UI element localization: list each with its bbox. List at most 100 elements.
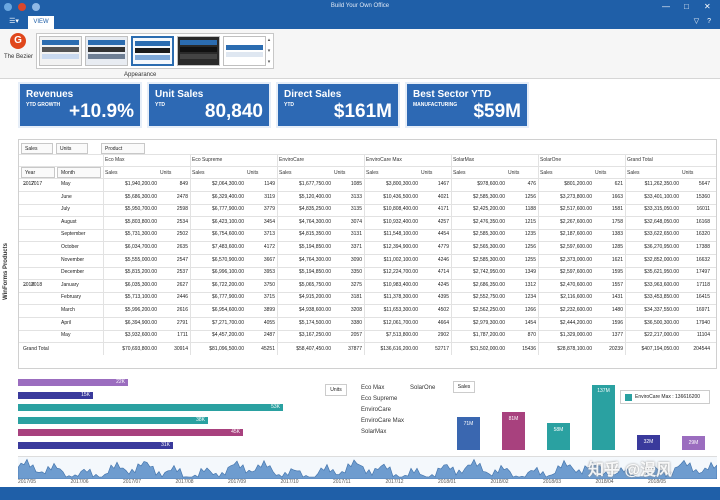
row-divider (19, 266, 716, 268)
year-label[interactable]: 2018 (23, 281, 35, 288)
collapse-icon[interactable]: ⌄ (23, 181, 28, 187)
product-header[interactable]: Grand Total (627, 157, 653, 163)
sales-cell: $5,120,400.00 (299, 193, 331, 200)
data-field-sales[interactable]: Sales (21, 143, 53, 154)
theme-option[interactable] (85, 36, 128, 66)
kpi-tile-direct-sales[interactable]: Direct Sales YTD $161M (276, 82, 400, 128)
bezier-logo-icon[interactable]: G (10, 33, 26, 49)
list-item[interactable]: EnviroCare (361, 407, 392, 413)
product-header[interactable]: Eco Supreme (192, 157, 223, 163)
quick-access-icon[interactable] (32, 3, 40, 11)
kpi-title: Unit Sales (155, 89, 204, 100)
theme-gallery[interactable]: ▴ ▾ ▾ (36, 33, 274, 69)
title-bar: Build Your Own Office — □ ✕ (0, 0, 720, 15)
product-header[interactable]: SolarOne (540, 157, 562, 163)
theme-option[interactable] (177, 36, 220, 66)
units-bar[interactable]: 53K (18, 404, 283, 412)
theme-option[interactable] (223, 36, 266, 66)
product-header[interactable]: EnviroCare Max (366, 157, 402, 163)
menu-icon[interactable]: ☰▾ (9, 18, 19, 25)
row-field-year[interactable]: Year (21, 167, 55, 178)
product-header[interactable]: EnviroCare (279, 157, 305, 163)
close-button[interactable]: ✕ (704, 2, 711, 11)
list-item[interactable]: EnviroCare Max (361, 418, 405, 424)
list-item[interactable]: Eco Max (361, 385, 385, 391)
theme-option-selected[interactable] (131, 36, 174, 66)
app-icon[interactable] (4, 3, 12, 11)
units-bar[interactable]: 38K (18, 416, 208, 424)
sales-cell: $2,116,600.00 (560, 294, 592, 301)
product-header[interactable]: SolarMax (453, 157, 475, 163)
month-label: August (61, 218, 77, 225)
units-bar[interactable]: 31K (18, 442, 173, 449)
sales-cell: $801,200.00 (564, 181, 592, 187)
sales-cell: $33,453,850.00 (644, 294, 679, 301)
sales-cell: $4,835,250.00 (299, 206, 331, 213)
theme-option[interactable] (39, 36, 82, 66)
sales-cell: $33,315,050.00 (644, 206, 679, 213)
units-cell: 2547 (176, 256, 188, 263)
units-bar-chart[interactable]: 22K 15K 53K 38K 45K 31K (18, 377, 323, 449)
range-area-chart[interactable] (17, 456, 718, 480)
list-item[interactable]: SolarOne (410, 385, 436, 391)
legend-swatch (625, 394, 632, 401)
kpi-tile-revenues[interactable]: Revenues YTD GROWTH +10.9% (18, 82, 142, 128)
sales-bar-chart[interactable]: 71M 81M 58M 137M 32M 29M (453, 382, 713, 450)
help-icons[interactable]: ▽ ? (693, 18, 714, 25)
grand-total-sales: $407,194,050.00 (641, 345, 679, 352)
sales-bar[interactable]: 58M (547, 422, 570, 450)
product-header[interactable]: Eco Max (105, 157, 125, 163)
row-field-month[interactable]: Month (57, 167, 101, 178)
kpi-tile-unit-sales[interactable]: Unit Sales YTD 80,840 (147, 82, 271, 128)
sales-subheader: Sales (627, 170, 640, 176)
units-cell: 2487 (263, 332, 275, 339)
units-bar[interactable]: 45K (18, 429, 243, 437)
units-cell: 1467 (437, 181, 449, 187)
data-field-units[interactable]: Units (56, 143, 88, 154)
sales-bar[interactable]: 71M (457, 416, 480, 450)
row-divider (19, 279, 716, 281)
year-label[interactable]: 2017 (31, 181, 43, 187)
axis-tick-label: 2018/04 (595, 479, 614, 485)
collapse-icon[interactable]: ⌄ (23, 281, 28, 288)
sales-bar[interactable]: 29M (682, 436, 705, 450)
kpi-tile-best-sector[interactable]: Best Sector YTD MANUFACTURING $59M (405, 82, 529, 128)
tab-view[interactable]: VIEW (28, 16, 54, 29)
column-field-product[interactable]: Product (101, 143, 145, 154)
maximize-button[interactable]: □ (684, 2, 689, 11)
units-bar[interactable]: 15K (18, 391, 93, 399)
sales-bar[interactable]: 32M (637, 434, 660, 450)
units-cell: 16632 (696, 256, 710, 263)
kpi-subtitle: YTD (155, 102, 165, 108)
sales-cell: $2,585,300.00 (473, 231, 505, 238)
sales-cell: $6,035,300.00 (125, 281, 157, 288)
sales-cell: $36,270,950.00 (644, 244, 679, 250)
pivot-grid[interactable]: Sales Units Product Year Month Eco Max Sales Un… (18, 139, 717, 369)
kpi-value: $161M (333, 101, 392, 122)
month-label: June (61, 193, 72, 200)
year-label[interactable]: 2017 (23, 181, 35, 187)
units-cell: 1234 (524, 294, 536, 301)
gallery-scroll-icon[interactable]: ▴ ▾ ▾ (267, 37, 271, 65)
list-item[interactable]: Eco Supreme (361, 396, 398, 402)
month-label: July (61, 206, 70, 213)
ribbon: G The Bezier ▴ ▾ ▾ Appearance (0, 29, 720, 79)
sales-cell: $11,653,300.00 (383, 307, 418, 313)
minimize-button[interactable]: — (662, 2, 670, 11)
sales-cell: $12,224,700.00 (383, 269, 418, 276)
list-item[interactable]: SolarMax (361, 429, 387, 435)
units-cell: 16971 (696, 307, 710, 313)
units-cell: 2537 (176, 269, 188, 276)
sales-bar[interactable]: 81M (502, 411, 525, 450)
sales-cell: $2,476,350.00 (473, 218, 505, 225)
sales-cell: $2,187,600.00 (560, 231, 592, 238)
skin-button-label[interactable]: The Bezier (4, 54, 34, 60)
units-cell: 4257 (437, 218, 449, 225)
sales-cell: $5,194,850.00 (299, 244, 331, 250)
year-label[interactable]: 2018 (31, 281, 43, 288)
units-bar[interactable]: 22K (18, 379, 128, 386)
sales-bar[interactable]: 137M (592, 385, 615, 450)
product-list[interactable]: Eco Max SolarOne Eco Supreme EnviroCare … (357, 383, 443, 443)
record-icon[interactable] (18, 3, 26, 11)
sales-cell: $12,061,700.00 (383, 319, 418, 326)
